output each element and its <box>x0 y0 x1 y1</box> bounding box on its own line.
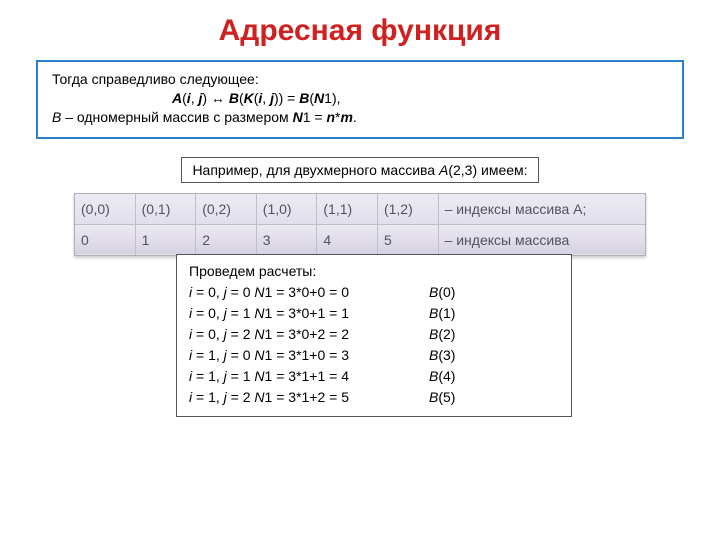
calc-row: i = 1, j = 1 N1 = 3*1+1 = 4 B(4) <box>189 366 559 387</box>
table-row: (0,0) (0,1) (0,2) (1,0) (1,1) (1,2) – ин… <box>75 194 645 225</box>
theorem-box: Тогда справедливо следующее: A(i, j) ↔ B… <box>36 60 684 139</box>
calc-row: i = 0, j = 0 N1 = 3*0+0 = 0 B(0) <box>189 282 559 303</box>
cell: 5 <box>377 224 438 255</box>
calc-row: i = 0, j = 1 N1 = 3*0+1 = 1 B(1) <box>189 303 559 324</box>
cell: 4 <box>317 224 378 255</box>
cell: (1,2) <box>377 194 438 225</box>
calc-heading: Проведем расчеты: <box>189 261 559 282</box>
cell: 1 <box>135 224 196 255</box>
cell: 3 <box>256 224 317 255</box>
cell: (0,0) <box>75 194 135 225</box>
cell: (1,0) <box>256 194 317 225</box>
calc-row: i = 1, j = 2 N1 = 3*1+2 = 5 B(5) <box>189 387 559 408</box>
theorem-line3: B – одномерный массив с размером N1 = n*… <box>52 108 668 127</box>
cell: 2 <box>196 224 257 255</box>
calculation-box: Проведем расчеты: i = 0, j = 0 N1 = 3*0+… <box>176 254 572 417</box>
theorem-formula: A(i, j) ↔ B(K(i, j)) = B(N1), <box>52 89 668 108</box>
calc-row: i = 1, j = 0 N1 = 3*1+0 = 3 B(3) <box>189 345 559 366</box>
index-table: (0,0) (0,1) (0,2) (1,0) (1,1) (1,2) – ин… <box>74 193 646 256</box>
table-row: 0 1 2 3 4 5 – индексы массива <box>75 224 645 255</box>
cell: 0 <box>75 224 135 255</box>
row-label: – индексы массива <box>438 224 645 255</box>
calc-row: i = 0, j = 2 N1 = 3*0+2 = 2 B(2) <box>189 324 559 345</box>
cell: (0,2) <box>196 194 257 225</box>
row-label: – индексы массива A; <box>438 194 645 225</box>
cell: (0,1) <box>135 194 196 225</box>
theorem-line1: Тогда справедливо следующее: <box>52 70 668 89</box>
page-title: Адресная функция <box>0 14 720 48</box>
example-caption: Например, для двухмерного массива A(2,3)… <box>181 157 538 183</box>
cell: (1,1) <box>317 194 378 225</box>
